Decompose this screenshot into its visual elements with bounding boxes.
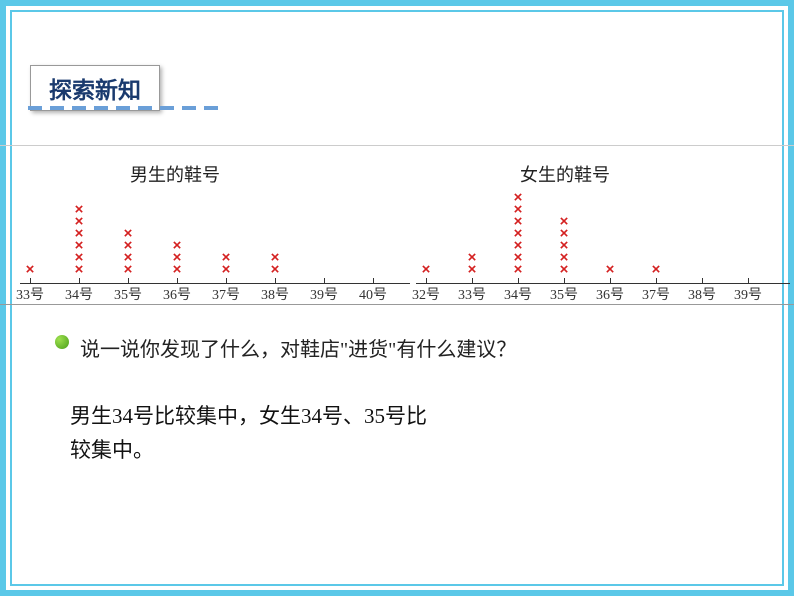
data-marker: × [26, 261, 35, 278]
axis-label: 39号 [734, 284, 762, 304]
section-title: 探索新知 [49, 78, 141, 103]
data-marker: × [173, 237, 182, 254]
bullet-icon [55, 335, 69, 349]
section-title-box: 探索新知 [30, 65, 160, 111]
question-text: 说一说你发现了什么，对鞋店"进货"有什么建议？ [80, 333, 516, 362]
data-marker: × [468, 249, 477, 266]
axis-label: 34号 [504, 284, 532, 304]
data-marker: × [124, 225, 133, 242]
axis-label: 36号 [163, 284, 191, 304]
boys-chart-title: 男生的鞋号 [130, 161, 220, 187]
dotplot-panel: 男生的鞋号 女生的鞋号 33号×34号××××××35号××××36号×××37… [0, 145, 794, 305]
girls-chart-title: 女生的鞋号 [520, 161, 610, 187]
data-marker: × [75, 201, 84, 218]
axis-label: 33号 [458, 284, 486, 304]
axis-label: 32号 [412, 284, 440, 304]
data-marker: × [271, 249, 280, 266]
axis-label: 37号 [642, 284, 670, 304]
axis-label: 37号 [212, 284, 240, 304]
answer-line1: 男生34号比较集中，女生34号、35号比 [70, 400, 427, 434]
axis-label: 38号 [688, 284, 716, 304]
data-marker: × [606, 261, 615, 278]
axis-label: 40号 [359, 284, 387, 304]
data-marker: × [560, 213, 569, 230]
axis-label: 35号 [114, 284, 142, 304]
axis-label: 38号 [261, 284, 289, 304]
data-marker: × [222, 249, 231, 266]
axis-label: 35号 [550, 284, 578, 304]
axis-label: 34号 [65, 284, 93, 304]
axis-label: 33号 [16, 284, 44, 304]
data-marker: × [422, 261, 431, 278]
axis-label: 39号 [310, 284, 338, 304]
title-underline [28, 106, 218, 110]
data-marker: × [514, 189, 523, 206]
data-marker: × [652, 261, 661, 278]
axis-label: 36号 [596, 284, 624, 304]
answer-line2: 较集中。 [70, 434, 154, 468]
